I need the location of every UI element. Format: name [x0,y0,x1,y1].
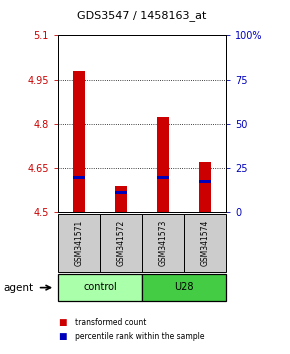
Text: GSM341573: GSM341573 [159,219,168,266]
Bar [199,180,211,183]
Bar [199,162,211,212]
Bar [142,274,226,301]
Text: transformed count: transformed count [75,318,147,327]
Text: ■: ■ [58,332,66,341]
Bar [115,190,127,194]
Text: ■: ■ [58,318,66,327]
Bar [184,213,226,272]
Text: GSM341572: GSM341572 [117,219,126,266]
Bar [157,176,169,179]
Bar [73,72,85,212]
Text: GDS3547 / 1458163_at: GDS3547 / 1458163_at [77,10,207,21]
Bar [100,213,142,272]
Text: control: control [83,282,117,292]
Bar [142,213,184,272]
Text: agent: agent [3,282,33,293]
Bar [157,116,169,212]
Bar [58,274,142,301]
Bar [58,213,100,272]
Text: percentile rank within the sample: percentile rank within the sample [75,332,205,341]
Bar [73,176,85,179]
Bar [115,187,127,212]
Text: U28: U28 [174,282,194,292]
Text: GSM341574: GSM341574 [201,219,210,266]
Text: GSM341571: GSM341571 [75,219,84,266]
